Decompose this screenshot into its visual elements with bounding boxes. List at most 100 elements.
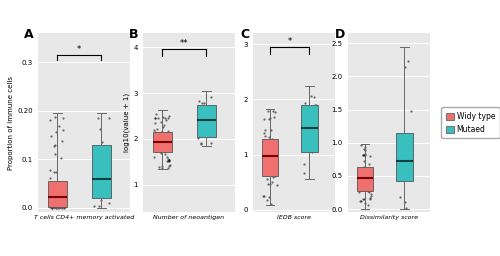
Point: [161, 133, 169, 137]
Point: [54, 204, 62, 208]
PathPatch shape: [301, 105, 318, 152]
Point: [355, 168, 363, 172]
Point: [306, 112, 314, 116]
Point: [266, 144, 274, 148]
Point: [153, 127, 161, 131]
Point: [272, 142, 280, 146]
Point: [360, 165, 368, 169]
Point: [162, 139, 170, 143]
Point: [162, 143, 170, 147]
Point: [48, 206, 56, 210]
Point: [90, 204, 98, 208]
Point: [48, 195, 56, 199]
Point: [105, 201, 113, 205]
Point: [55, 183, 63, 187]
Point: [362, 180, 370, 184]
Point: [198, 115, 206, 120]
Point: [264, 182, 272, 186]
Point: [58, 186, 66, 190]
Point: [55, 206, 63, 210]
Point: [60, 116, 68, 120]
Point: [52, 206, 60, 210]
Legend: Widy type, Mutaed: Widy type, Mutaed: [442, 107, 500, 138]
Point: [164, 158, 172, 162]
Point: [150, 144, 158, 148]
Point: [156, 142, 164, 146]
Point: [272, 110, 280, 114]
Point: [200, 129, 208, 133]
Point: [269, 109, 277, 113]
Point: [406, 139, 414, 143]
Point: [158, 166, 166, 170]
Point: [304, 139, 312, 143]
Point: [364, 178, 372, 182]
Point: [159, 115, 167, 120]
Point: [305, 137, 313, 142]
Point: [194, 136, 202, 141]
Point: [262, 177, 270, 181]
Point: [60, 205, 68, 209]
Point: [105, 116, 113, 120]
Point: [52, 206, 60, 210]
Point: [165, 164, 173, 168]
X-axis label: T cells CD4+ memory activated: T cells CD4+ memory activated: [34, 215, 134, 220]
PathPatch shape: [262, 139, 278, 176]
Point: [270, 151, 278, 155]
Point: [266, 182, 274, 186]
Point: [366, 194, 374, 198]
Point: [360, 187, 368, 191]
Point: [47, 187, 55, 191]
Point: [260, 169, 268, 174]
Point: [260, 161, 268, 165]
PathPatch shape: [48, 182, 66, 207]
Point: [49, 203, 57, 207]
Point: [58, 196, 66, 200]
Point: [260, 131, 268, 135]
Point: [264, 155, 272, 159]
Point: [358, 188, 366, 193]
Point: [152, 146, 160, 150]
Point: [46, 134, 54, 138]
Point: [157, 120, 165, 124]
Point: [164, 158, 172, 162]
Point: [272, 141, 280, 145]
Point: [52, 183, 60, 187]
Point: [356, 173, 364, 177]
Point: [312, 103, 320, 107]
Point: [261, 143, 269, 147]
Point: [358, 170, 366, 174]
Point: [273, 183, 281, 187]
Point: [158, 135, 166, 139]
Point: [366, 181, 374, 185]
PathPatch shape: [357, 167, 374, 190]
Point: [154, 139, 162, 143]
Point: [407, 110, 415, 114]
Point: [94, 174, 102, 178]
Point: [368, 167, 376, 172]
Point: [364, 167, 372, 171]
Point: [402, 171, 409, 175]
Y-axis label: Proportion of immune cells: Proportion of immune cells: [8, 76, 14, 170]
Point: [57, 194, 65, 198]
Point: [156, 138, 164, 143]
Point: [163, 136, 171, 140]
Point: [60, 198, 68, 202]
Point: [158, 125, 166, 129]
X-axis label: IEDB score: IEDB score: [277, 215, 311, 220]
Point: [56, 201, 64, 205]
Text: B: B: [128, 28, 138, 41]
Point: [52, 182, 60, 186]
Point: [364, 175, 372, 179]
Point: [48, 180, 56, 184]
Point: [260, 157, 268, 161]
Point: [46, 187, 54, 191]
Point: [162, 159, 170, 163]
Point: [54, 183, 62, 187]
Point: [270, 170, 278, 174]
Point: [58, 139, 66, 143]
Point: [160, 146, 168, 151]
Point: [46, 176, 54, 180]
Point: [262, 145, 270, 149]
Point: [156, 148, 164, 152]
Point: [266, 116, 274, 121]
